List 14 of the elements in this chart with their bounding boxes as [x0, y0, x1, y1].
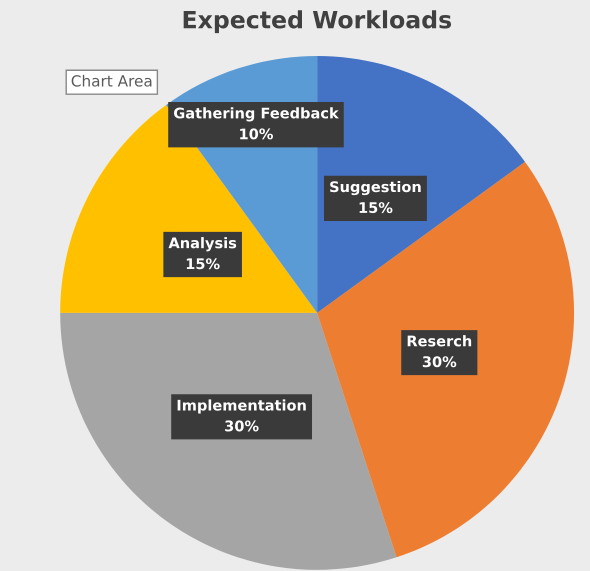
- slice-label: Reserch: [408, 335, 472, 346]
- data-label: 30%: [225, 420, 259, 432]
- slice-label: Implementation: [178, 399, 306, 414]
- slice-label: Gathering Feedback: [174, 107, 339, 122]
- data-label: 15%: [360, 202, 392, 214]
- data-label: 10%: [240, 128, 273, 140]
- text: Chart Area: [72, 74, 152, 87]
- pie-slice: [317, 162, 574, 558]
- slice-label: Analysis: [168, 237, 236, 252]
- data-label: 30%: [422, 356, 456, 368]
- pie-slice: [60, 312, 397, 570]
- chart-title: Expected Workloads: [184, 10, 452, 34]
- slice-label: Suggestion: [330, 180, 421, 196]
- data-label: 15%: [186, 258, 220, 270]
